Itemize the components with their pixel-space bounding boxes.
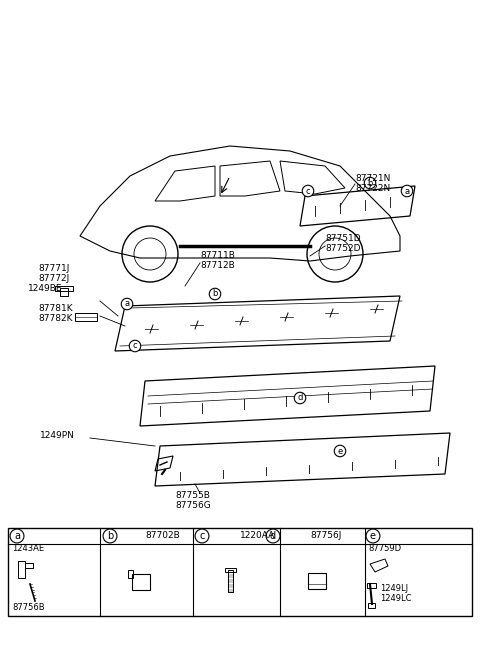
Text: 87772J: 87772J bbox=[38, 274, 69, 283]
Text: 1249LJ: 1249LJ bbox=[380, 584, 408, 593]
Text: 87756G: 87756G bbox=[175, 501, 211, 510]
Bar bbox=[367, 583, 376, 588]
Bar bbox=[225, 568, 236, 572]
Text: 1249PN: 1249PN bbox=[40, 431, 75, 440]
Text: 87782K: 87782K bbox=[38, 314, 72, 323]
Bar bbox=[368, 603, 375, 608]
Text: b: b bbox=[212, 289, 218, 298]
Text: 87756B: 87756B bbox=[12, 603, 45, 612]
Text: 1220AA: 1220AA bbox=[240, 531, 275, 541]
Text: d: d bbox=[270, 531, 276, 541]
Bar bbox=[308, 573, 326, 589]
Bar bbox=[75, 313, 97, 321]
Text: 87771J: 87771J bbox=[38, 264, 70, 273]
Bar bbox=[55, 286, 73, 291]
Text: b: b bbox=[107, 531, 113, 541]
Text: e: e bbox=[370, 531, 376, 541]
Text: b: b bbox=[367, 178, 372, 188]
Text: 87711B: 87711B bbox=[200, 251, 235, 260]
Bar bbox=[132, 574, 150, 590]
Text: a: a bbox=[14, 531, 20, 541]
Text: 87751D: 87751D bbox=[325, 234, 360, 243]
Text: a: a bbox=[405, 186, 409, 195]
Text: a: a bbox=[124, 300, 130, 308]
Text: 87755B: 87755B bbox=[175, 491, 210, 500]
Text: 87756J: 87756J bbox=[310, 531, 341, 541]
Text: 87722N: 87722N bbox=[355, 184, 390, 193]
Text: c: c bbox=[199, 531, 204, 541]
Text: 87702B: 87702B bbox=[145, 531, 180, 541]
Text: c: c bbox=[132, 342, 137, 350]
Bar bbox=[60, 288, 68, 296]
Bar bbox=[8, 528, 472, 616]
Text: 87712B: 87712B bbox=[200, 261, 235, 270]
Text: c: c bbox=[306, 186, 310, 195]
Bar bbox=[228, 570, 233, 592]
Text: 1249BE: 1249BE bbox=[28, 284, 62, 293]
Text: d: d bbox=[297, 394, 303, 403]
Text: 87759D: 87759D bbox=[368, 544, 401, 553]
Text: 1243AE: 1243AE bbox=[12, 544, 44, 553]
Bar bbox=[128, 570, 133, 578]
Text: 87721N: 87721N bbox=[355, 174, 390, 183]
Text: 87781K: 87781K bbox=[38, 304, 72, 313]
Bar bbox=[25, 563, 33, 568]
Text: 87752D: 87752D bbox=[325, 244, 360, 253]
Text: e: e bbox=[337, 447, 343, 455]
Text: 1249LC: 1249LC bbox=[380, 594, 411, 603]
